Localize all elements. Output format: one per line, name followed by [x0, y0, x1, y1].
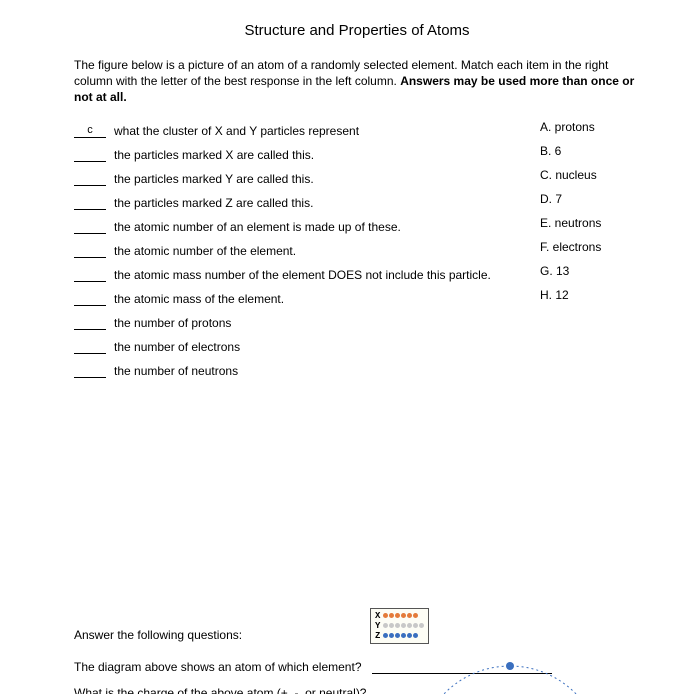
match-text: the particles marked X are called this.: [114, 148, 314, 162]
answer-blank[interactable]: [74, 364, 106, 378]
match-row: the number of neutrons: [74, 360, 522, 378]
match-text: the atomic mass of the element.: [114, 292, 284, 306]
worksheet-page: Structure and Properties of Atoms The fi…: [0, 0, 694, 694]
bottom-area: XYZ XYZ Model: Orbits Cloud Answer the f…: [74, 628, 640, 694]
answer-blank[interactable]: [74, 196, 106, 210]
match-answers: A. protons B. 6 C. nucleus D. 7 E. neutrons F…: [540, 120, 640, 384]
match-text: the number of protons: [114, 316, 231, 330]
answer-blank[interactable]: [74, 148, 106, 162]
match-text: the number of neutrons: [114, 364, 238, 378]
match-text: the atomic number of an element is made …: [114, 220, 401, 234]
answer-option: B. 6: [540, 144, 640, 162]
match-row: c what the cluster of X and Y particles r…: [74, 120, 522, 138]
match-row: the particles marked X are called this.: [74, 144, 522, 162]
match-row: the atomic number of an element is made …: [74, 216, 522, 234]
match-row: the atomic mass of the element.: [74, 288, 522, 306]
match-row: the atomic mass number of the element DO…: [74, 264, 522, 282]
match-row: the particles marked Z are called this.: [74, 192, 522, 210]
answer-option: F. electrons: [540, 240, 640, 258]
match-row: the number of protons: [74, 312, 522, 330]
answer-option: A. protons: [540, 120, 640, 138]
answer-option: G. 13: [540, 264, 640, 282]
match-text: the atomic number of the element.: [114, 244, 296, 258]
answer-blank[interactable]: [74, 244, 106, 258]
matching-section: c what the cluster of X and Y particles r…: [74, 120, 640, 384]
answer-option: E. neutrons: [540, 216, 640, 234]
answer-blank[interactable]: [74, 316, 106, 330]
answer-blank[interactable]: c: [74, 124, 106, 138]
answer-blank[interactable]: [74, 292, 106, 306]
answer-blank[interactable]: [74, 220, 106, 234]
page-title: Structure and Properties of Atoms: [74, 22, 640, 39]
answer-option: H. 12: [540, 288, 640, 306]
match-text: the particles marked Y are called this.: [114, 172, 314, 186]
answer-option: C. nucleus: [540, 168, 640, 186]
match-questions: c what the cluster of X and Y particles r…: [74, 120, 522, 384]
legend-row: Y: [375, 621, 424, 631]
atom-figure: XYZ XYZ Model: Orbits Cloud: [350, 608, 660, 694]
match-text: the particles marked Z are called this.: [114, 196, 313, 210]
atom-diagram: XYZ: [390, 638, 630, 694]
match-row: the number of electrons: [74, 336, 522, 354]
match-row: the atomic number of the element.: [74, 240, 522, 258]
legend-row: X: [375, 611, 424, 621]
match-text: the number of electrons: [114, 340, 240, 354]
answer-blank[interactable]: [74, 340, 106, 354]
intro-text: The figure below is a picture of an atom…: [74, 57, 640, 106]
match-row: the particles marked Y are called this.: [74, 168, 522, 186]
answer-option: D. 7: [540, 192, 640, 210]
answer-blank[interactable]: [74, 172, 106, 186]
match-text: the atomic mass number of the element DO…: [114, 268, 491, 282]
match-text: what the cluster of X and Y particles re…: [114, 124, 359, 138]
answer-blank[interactable]: [74, 268, 106, 282]
